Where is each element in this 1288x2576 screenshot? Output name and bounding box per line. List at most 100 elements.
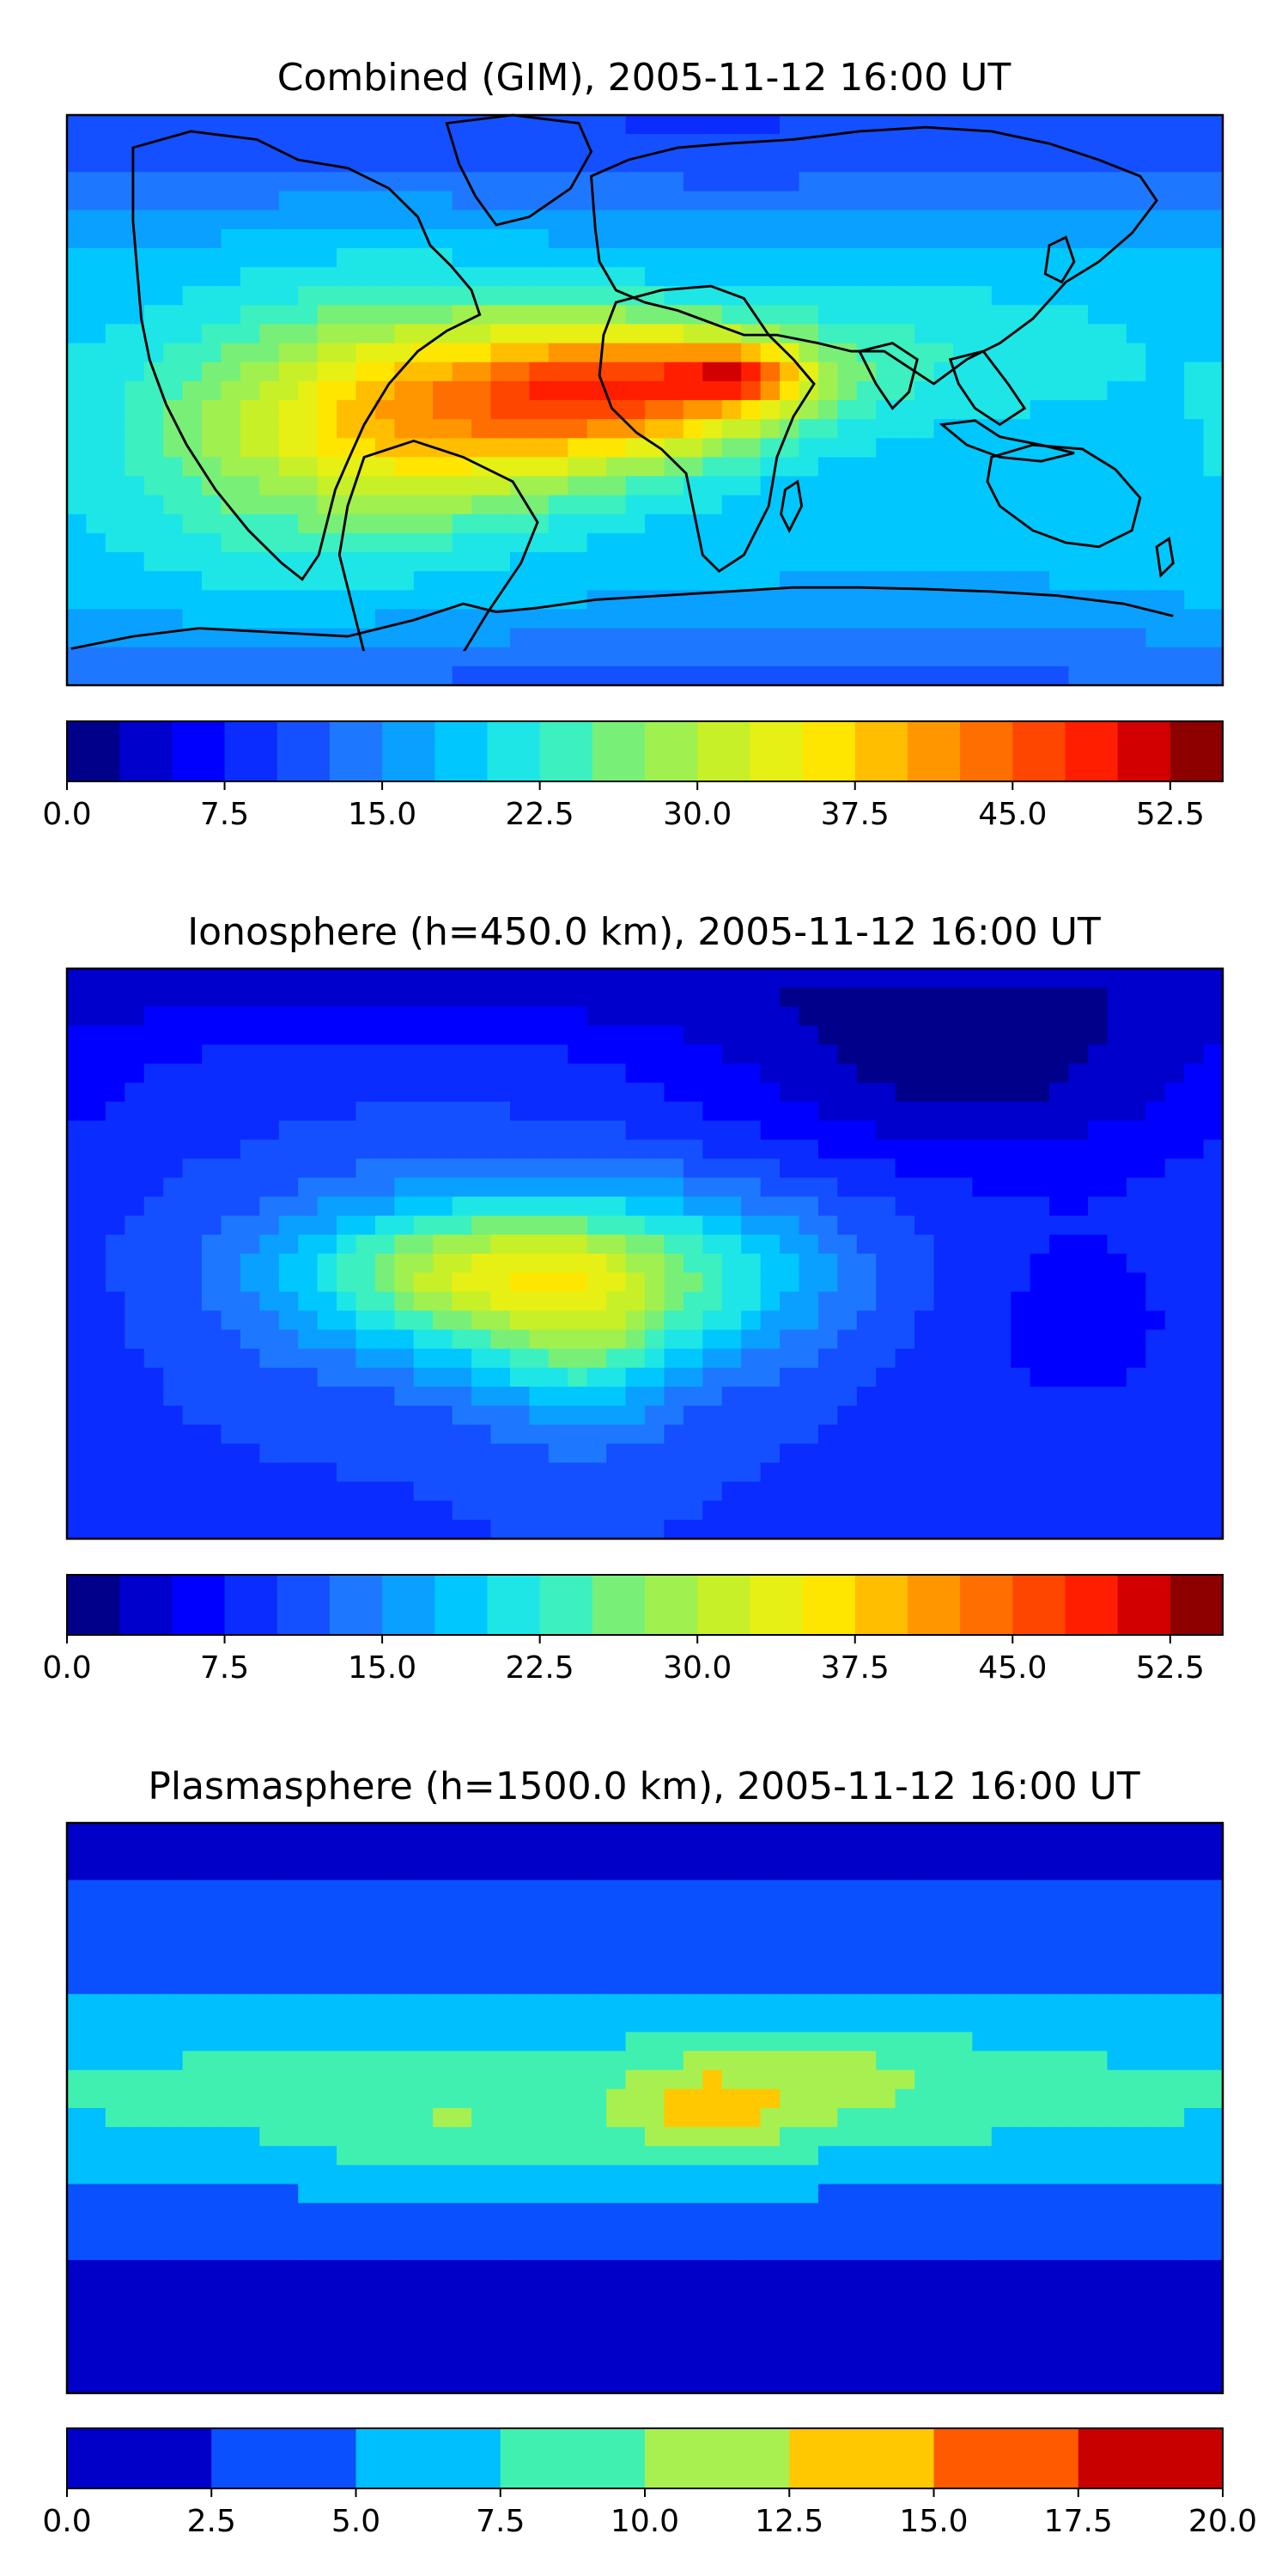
heatmap-cell [1068,210,1089,230]
heatmap-cell [914,476,935,496]
heatmap-cell [760,438,781,458]
heatmap-cell [298,628,319,648]
heatmap-cell [625,476,646,496]
heatmap-cell [876,552,896,572]
heatmap-cell [625,1254,646,1273]
heatmap-cell [568,419,588,439]
heatmap-cell [683,1329,703,1350]
heatmap-cell [221,1899,241,1919]
heatmap-cell [548,1177,568,1198]
heatmap-cell [837,1917,858,1938]
heatmap-cell [490,552,511,572]
heatmap-cell [298,1006,319,1026]
heatmap-cell [240,1101,260,1121]
heatmap-cell [259,1006,280,1026]
heatmap-cell [509,1025,530,1046]
heatmap-cell [1203,532,1223,553]
heatmap-cell [586,1899,607,1919]
heatmap-cell [952,1462,973,1483]
heatmap-cell [548,1025,568,1046]
heatmap-cell [67,1348,88,1369]
heatmap-cell [374,552,395,572]
heatmap-cell [568,2202,588,2223]
heatmap-cell [625,1273,646,1292]
heatmap-cell [1107,628,1127,648]
heatmap-cell [509,2069,530,2090]
heatmap-cell [471,1310,492,1331]
heatmap-cell [452,1025,472,1046]
heatmap-cell [933,115,954,135]
heatmap-cell [683,438,703,458]
heatmap-cell [568,380,588,401]
heatmap-cell [799,1348,819,1369]
heatmap-cell [664,1063,684,1084]
heatmap-cell [1049,305,1070,325]
heatmap-cell [67,228,88,249]
heatmap-cell [721,2032,742,2052]
heatmap-cell [799,1481,819,1502]
heatmap-cell [568,1386,588,1406]
heatmap-cell [433,1291,453,1311]
heatmap-cell [548,609,568,629]
heatmap-cell [625,628,646,648]
heatmap-cell [143,609,164,629]
heatmap-cell [1011,1425,1031,1444]
heatmap-cell [105,457,125,477]
heatmap-cell [568,1329,588,1350]
heatmap-cell [645,1367,665,1388]
heatmap-cell [780,552,800,572]
heatmap-cell [67,2013,88,2033]
heatmap-cell [625,172,646,192]
heatmap-cell [433,1215,453,1236]
heatmap-cell [105,590,125,611]
heatmap-cell [914,665,935,685]
heatmap-cell [933,647,954,667]
heatmap-cell [1068,590,1089,611]
heatmap-cell [413,1177,434,1198]
heatmap-cell [1049,1899,1070,1919]
heatmap-cell [452,1063,472,1084]
heatmap-cell [683,1101,703,1121]
heatmap-cell [1203,1955,1223,1976]
heatmap-cell [1087,1994,1108,2014]
heatmap-cell [837,172,858,192]
heatmap-cell [259,1139,280,1159]
heatmap-cell [876,2165,896,2185]
heatmap-cell [86,590,106,611]
heatmap-cell [548,2069,568,2090]
map-frame [65,967,1224,1540]
heatmap-cell [182,305,203,325]
heatmap-cell [317,1481,337,1502]
heatmap-cell [760,1994,781,2014]
heatmap-cell [202,532,222,553]
heatmap-cell [952,647,973,667]
heatmap-cell [683,647,703,667]
heatmap-cell [817,324,838,344]
heatmap-cell [625,969,646,988]
heatmap-cell [586,1254,607,1273]
heatmap-cell [1049,1500,1070,1521]
heatmap-cell [856,210,877,230]
heatmap-cell [817,1519,838,1539]
heatmap-cell [143,1443,164,1464]
heatmap-cell [1184,2108,1205,2128]
heatmap-cell [1030,2202,1050,2223]
heatmap-cell [972,2069,993,2090]
heatmap-cell [374,2165,395,2185]
heatmap-cell [856,2221,877,2242]
heatmap-cell [548,476,568,496]
heatmap-cell [125,513,145,534]
heatmap-cell [664,1386,684,1406]
heatmap-cell [548,343,568,363]
heatmap-cell [952,2050,973,2071]
heatmap-cell [394,153,415,173]
heatmap-cell [1164,1121,1185,1140]
heatmap-cell [568,305,588,325]
heatmap-cell [895,571,915,591]
heatmap-cell [856,571,877,591]
heatmap-cell [914,380,935,401]
heatmap-cell [837,1310,858,1331]
heatmap-cell [760,115,781,135]
heatmap-cell [105,665,125,685]
heatmap-cell [625,2088,646,2109]
